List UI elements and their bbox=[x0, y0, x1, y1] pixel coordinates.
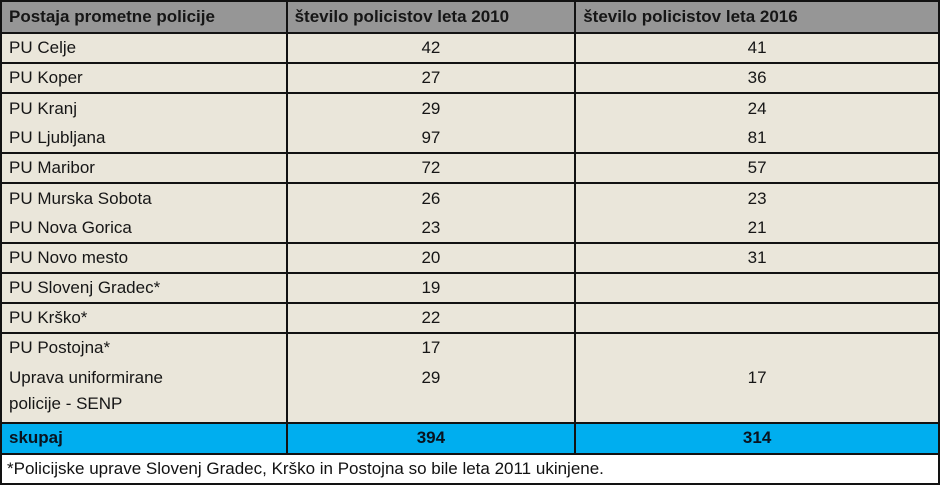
station-cell: PU Novo mesto bbox=[1, 242, 287, 273]
station-cell: PU Maribor bbox=[1, 152, 287, 184]
value-2010-cell: 42 bbox=[285, 32, 576, 64]
value-2016-cell bbox=[574, 272, 939, 303]
value-2010-cell: 20 bbox=[285, 242, 576, 273]
value-2010-cell: 23 bbox=[285, 213, 576, 244]
station-cell: PU Krško* bbox=[1, 301, 287, 333]
total-label: skupaj bbox=[1, 421, 287, 454]
value-2016-cell: 24 bbox=[574, 92, 939, 124]
value-2016-cell: 31 bbox=[574, 242, 939, 273]
value-2010-cell: 27 bbox=[285, 62, 576, 94]
station-cell: PU Kranj bbox=[1, 92, 287, 124]
value-2016-cell: 23 bbox=[574, 182, 939, 214]
value-2016-cell: 57 bbox=[574, 152, 939, 184]
col-header-station: Postaja prometne policije bbox=[1, 1, 287, 35]
value-2016-cell: 81 bbox=[574, 123, 939, 154]
station-cell: PU Slovenj Gradec* bbox=[1, 272, 287, 303]
station-cell: PU Ljubljana bbox=[9, 127, 106, 147]
value-2010-cell: 22 bbox=[285, 301, 576, 333]
station-cell: PU Koper bbox=[1, 62, 287, 94]
value-2010-cell: 72 bbox=[285, 152, 576, 184]
row-pu-kranj: PU Kranj 29 24 bbox=[1, 92, 939, 124]
value-2016-cell: 41 bbox=[574, 32, 939, 64]
row-pu-novo-mesto: PU Novo mesto 20 31 bbox=[1, 242, 939, 273]
total-2016: 314 bbox=[574, 421, 939, 454]
value-2010-cell: 29 bbox=[285, 362, 576, 423]
col-header-2010: število policistov leta 2010 bbox=[285, 1, 576, 35]
value-2010-cell: 29 bbox=[285, 92, 576, 124]
value-2016-cell: 17 bbox=[574, 362, 939, 423]
row-pu-postojna: PU Postojna* 17 bbox=[1, 331, 939, 363]
station-cell: PU Celje bbox=[1, 32, 287, 64]
col-header-2016: število policistov leta 2016 bbox=[574, 1, 939, 35]
value-2016-cell bbox=[574, 301, 939, 333]
value-2010-cell: 26 bbox=[285, 182, 576, 214]
value-2010-cell: 19 bbox=[285, 272, 576, 303]
total-row: skupaj 394 314 bbox=[1, 421, 939, 454]
header-row: Postaja prometne policije število polici… bbox=[1, 1, 939, 35]
value-2010-cell: 97 bbox=[285, 123, 576, 154]
value-2010-cell: 17 bbox=[285, 331, 576, 363]
row-pu-nova-gorica: PU Nova Gorica 23 21 bbox=[1, 213, 939, 244]
station-line-2: policije - SENP bbox=[9, 393, 123, 413]
row-pu-koper: PU Koper 27 36 bbox=[1, 62, 939, 94]
footnote-row: *Policijske uprave Slovenj Gradec, Krško… bbox=[1, 452, 939, 484]
row-pu-ljubljana: PU Ljubljana 97 81 bbox=[1, 123, 939, 154]
station-cell: PU Murska Sobota bbox=[1, 182, 287, 214]
total-2010: 394 bbox=[285, 421, 576, 454]
row-uprava-senp: Uprava uniformirane policije - SENP 29 1… bbox=[1, 362, 939, 423]
footnote-text: *Policijske uprave Slovenj Gradec, Krško… bbox=[1, 452, 939, 484]
row-pu-slovenj-gradec: PU Slovenj Gradec* 19 bbox=[1, 272, 939, 303]
station-line-1: Uprava uniformirane bbox=[9, 367, 164, 387]
value-2016-cell: 21 bbox=[574, 213, 939, 244]
station-cell: PU Postojna* bbox=[1, 331, 287, 363]
station-cell: PU Nova Gorica bbox=[9, 217, 132, 237]
value-2016-cell bbox=[574, 331, 939, 363]
row-pu-celje: PU Celje 42 41 bbox=[1, 32, 939, 64]
value-2016-cell: 36 bbox=[574, 62, 939, 94]
row-pu-maribor: PU Maribor 72 57 bbox=[1, 152, 939, 184]
station-cell: Uprava uniformirane policije - SENP bbox=[1, 363, 287, 423]
row-pu-murska-sobota: PU Murska Sobota 26 23 bbox=[1, 182, 939, 214]
row-pu-krsko: PU Krško* 22 bbox=[1, 301, 939, 333]
